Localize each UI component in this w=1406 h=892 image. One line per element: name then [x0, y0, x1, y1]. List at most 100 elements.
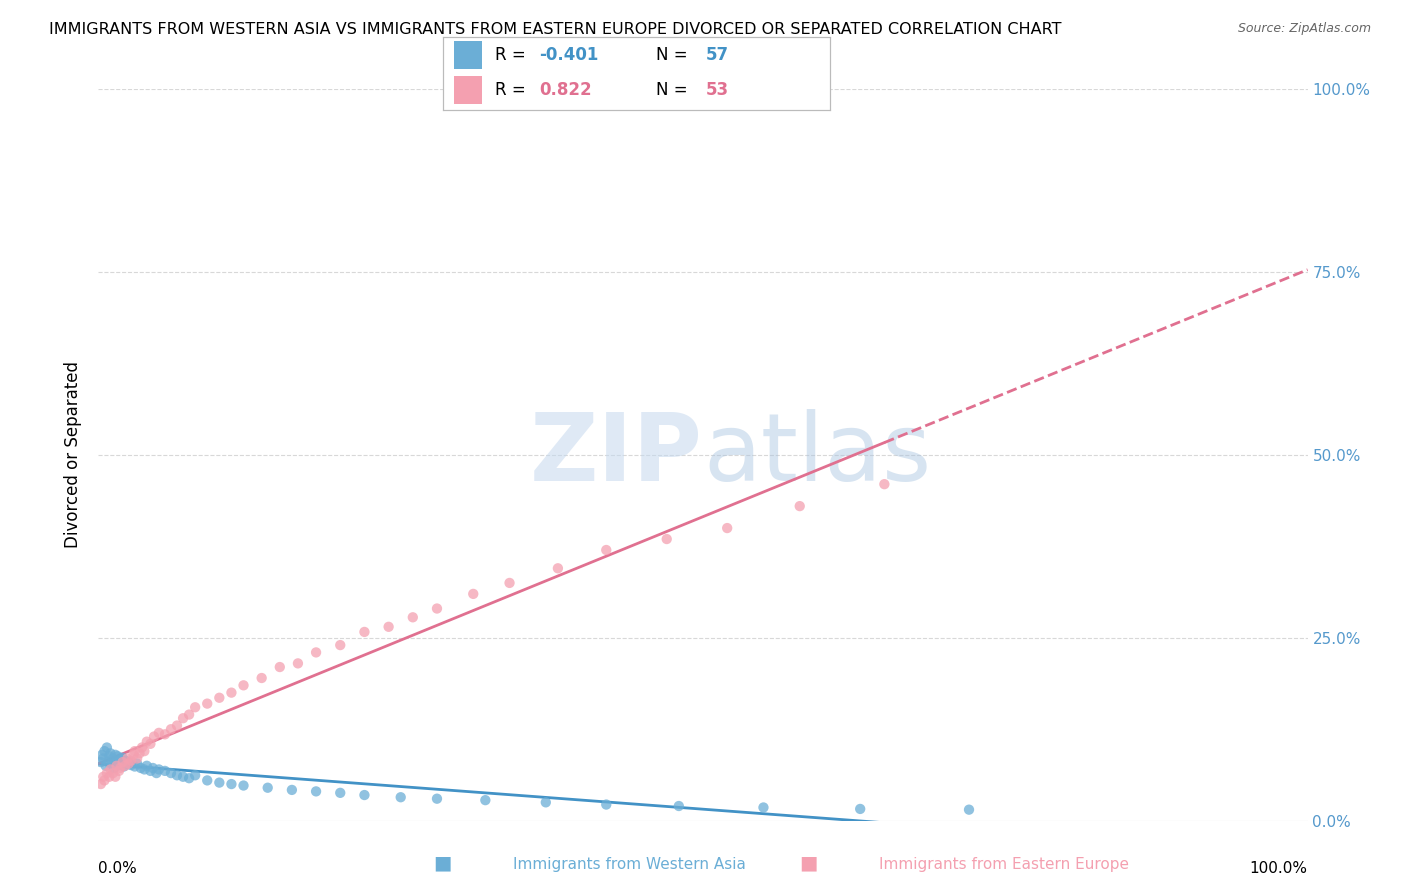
Point — [100, 747, 122, 761]
Point — [208, 775, 231, 789]
Point — [305, 784, 328, 798]
Point — [789, 499, 811, 513]
Text: 57: 57 — [706, 45, 728, 64]
Bar — [454, 41, 481, 69]
Text: Immigrants from Western Asia: Immigrants from Western Asia — [513, 857, 747, 872]
Point — [98, 770, 121, 784]
Point — [134, 744, 156, 758]
Point — [547, 561, 569, 575]
Point — [179, 707, 201, 722]
Point — [120, 754, 142, 768]
Point — [329, 638, 352, 652]
Point — [329, 786, 352, 800]
Point — [134, 763, 156, 777]
Point — [195, 773, 218, 788]
Point — [105, 754, 128, 768]
Point — [426, 601, 449, 615]
Point — [127, 751, 149, 765]
Text: -0.401: -0.401 — [540, 45, 599, 64]
Point — [281, 783, 304, 797]
Point — [127, 756, 149, 771]
Point — [97, 755, 120, 769]
Point — [166, 768, 188, 782]
Point — [148, 763, 170, 777]
Point — [128, 747, 150, 761]
Text: ■: ■ — [799, 854, 818, 872]
Text: atlas: atlas — [703, 409, 931, 501]
Point — [595, 797, 617, 812]
Point — [104, 770, 127, 784]
Point — [120, 758, 142, 772]
Point — [115, 756, 138, 771]
Point — [184, 768, 207, 782]
Point — [208, 690, 231, 705]
Point — [957, 803, 980, 817]
Point — [105, 758, 128, 772]
Point — [107, 749, 129, 764]
Point — [131, 740, 153, 755]
Point — [172, 711, 194, 725]
Point — [111, 750, 134, 764]
Point — [463, 587, 485, 601]
Point — [124, 744, 146, 758]
Point — [595, 543, 617, 558]
Text: R =: R = — [495, 81, 526, 99]
Point — [104, 747, 127, 762]
Point — [353, 788, 375, 802]
Point — [232, 779, 254, 793]
Point — [353, 624, 375, 639]
Point — [103, 761, 125, 775]
Text: 53: 53 — [706, 81, 728, 99]
Point — [232, 678, 254, 692]
Point — [96, 740, 118, 755]
Point — [118, 756, 141, 771]
Point — [101, 766, 124, 780]
Point — [655, 532, 678, 546]
Text: ZIP: ZIP — [530, 409, 703, 501]
Point — [114, 754, 136, 768]
Point — [153, 727, 176, 741]
Point — [108, 752, 131, 766]
Text: R =: R = — [495, 45, 526, 64]
Point — [668, 799, 690, 814]
Point — [426, 791, 449, 805]
Point — [139, 737, 162, 751]
Text: 0.0%: 0.0% — [98, 861, 138, 876]
Point — [402, 610, 425, 624]
Text: Immigrants from Eastern Europe: Immigrants from Eastern Europe — [879, 857, 1129, 872]
Point — [93, 744, 115, 758]
Point — [145, 766, 167, 780]
Point — [849, 802, 872, 816]
Point — [269, 660, 291, 674]
Point — [256, 780, 278, 795]
Point — [93, 773, 115, 788]
Point — [90, 755, 112, 769]
Point — [160, 766, 183, 780]
Point — [287, 657, 309, 671]
Y-axis label: Divorced or Separated: Divorced or Separated — [65, 361, 83, 549]
Point — [142, 761, 165, 775]
Point — [153, 764, 176, 778]
Point — [377, 620, 399, 634]
Point — [143, 730, 166, 744]
Point — [179, 771, 201, 785]
Point — [166, 718, 188, 732]
Point — [110, 756, 132, 770]
Point — [129, 761, 152, 775]
Point — [752, 800, 775, 814]
Point — [250, 671, 273, 685]
Point — [114, 758, 136, 772]
Point — [108, 764, 131, 778]
Text: IMMIGRANTS FROM WESTERN ASIA VS IMMIGRANTS FROM EASTERN EUROPE DIVORCED OR SEPAR: IMMIGRANTS FROM WESTERN ASIA VS IMMIGRAN… — [49, 22, 1062, 37]
Point — [98, 749, 121, 764]
Point — [148, 726, 170, 740]
Point — [91, 747, 114, 762]
Text: N =: N = — [655, 81, 688, 99]
Point — [90, 777, 112, 791]
Point — [135, 758, 157, 772]
Point — [534, 796, 557, 810]
Point — [122, 747, 145, 762]
Point — [124, 759, 146, 773]
Point — [195, 697, 218, 711]
Point — [91, 751, 114, 765]
